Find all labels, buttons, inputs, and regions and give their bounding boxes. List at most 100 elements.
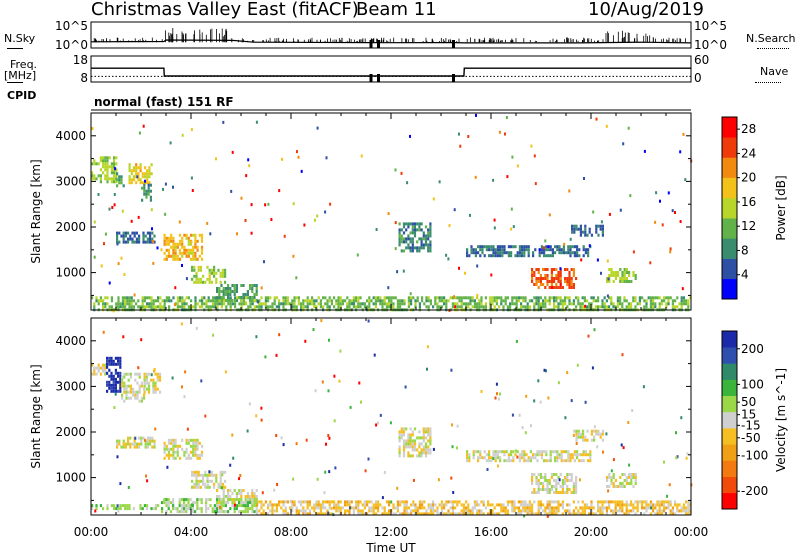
data-cell [418,445,421,449]
data-cell [601,438,604,442]
data-cell [418,302,421,306]
data-cell [379,299,382,303]
data-cell [581,305,584,309]
data-cell [669,500,672,504]
data-cell [599,432,602,436]
data-cell [496,456,499,460]
data-cell [137,305,140,309]
data-cell [533,302,536,306]
data-cell [527,251,530,255]
data-cell [91,372,94,376]
data-cell [597,432,600,436]
scatter-cell [316,214,319,218]
data-cell [227,293,230,296]
data-cell [665,305,668,309]
data-cell [260,302,263,306]
data-cell [553,500,556,504]
data-cell [601,506,604,510]
x-tick-label: 20:00 [574,525,609,539]
data-cell [418,454,421,458]
data-cell [565,251,568,255]
data-cell [469,299,472,303]
data-cell [352,512,355,516]
data-cell [128,299,131,303]
data-cell [346,503,349,507]
data-cell [368,506,371,510]
data-cell [333,500,336,504]
data-cell [313,509,316,513]
data-cell [372,509,375,513]
data-cell [522,500,525,504]
data-cell [191,277,194,281]
scatter-cell [682,132,685,136]
data-cell [315,305,318,309]
data-cell [110,305,113,309]
data-cell [117,374,120,378]
data-cell [284,299,287,303]
data-cell [489,299,492,303]
data-cell [660,299,663,303]
data-cell [205,305,208,309]
data-cell [628,482,631,485]
data-cell [612,473,615,476]
data-cell [630,482,633,485]
data-cell [467,512,470,516]
scatter-cell [123,273,126,276]
data-cell [249,305,252,309]
data-cell [200,239,204,243]
data-cell [482,500,485,504]
scatter-cell [333,419,336,423]
data-cell [385,302,388,306]
data-cell [548,302,551,306]
data-cell [581,512,584,516]
data-cell [576,251,579,255]
data-cell [625,509,628,513]
data-cell [503,450,506,454]
data-cell [97,174,100,178]
data-cell [621,482,624,485]
data-cell [582,450,585,454]
data-cell [432,509,435,513]
data-cell [512,459,515,463]
data-cell [630,305,633,309]
data-cell [392,512,395,516]
data-cell [425,299,428,303]
data-cell [569,245,572,249]
data-cell [619,485,622,488]
data-cell [335,503,338,507]
data-cell [200,507,203,511]
data-cell [363,506,366,510]
data-cell [176,302,179,306]
data-cell [584,230,587,234]
data-cell [240,498,243,502]
data-cell [660,509,663,513]
data-cell [466,254,469,258]
data-cell [135,172,138,176]
data-cell [427,445,430,449]
data-cell [557,491,560,494]
data-cell [183,302,186,306]
scatter-cell [409,134,411,138]
scatter-cell [100,264,103,268]
data-cell [542,509,545,513]
data-cell [566,283,569,286]
data-cell [278,305,281,309]
data-cell [163,299,166,303]
data-cell [518,453,521,457]
data-cell [187,296,190,300]
data-cell [532,453,535,457]
data-cell [399,299,402,303]
data-cell [405,439,408,443]
data-cell [363,512,366,516]
data-cell [506,509,509,513]
data-cell [425,305,428,309]
data-cell [118,178,121,182]
data-cell [302,506,305,510]
data-cell [174,444,177,448]
data-cell [249,284,252,287]
data-cell [189,498,192,502]
data-cell [504,299,507,303]
data-cell [537,296,540,300]
data-cell [568,286,571,289]
